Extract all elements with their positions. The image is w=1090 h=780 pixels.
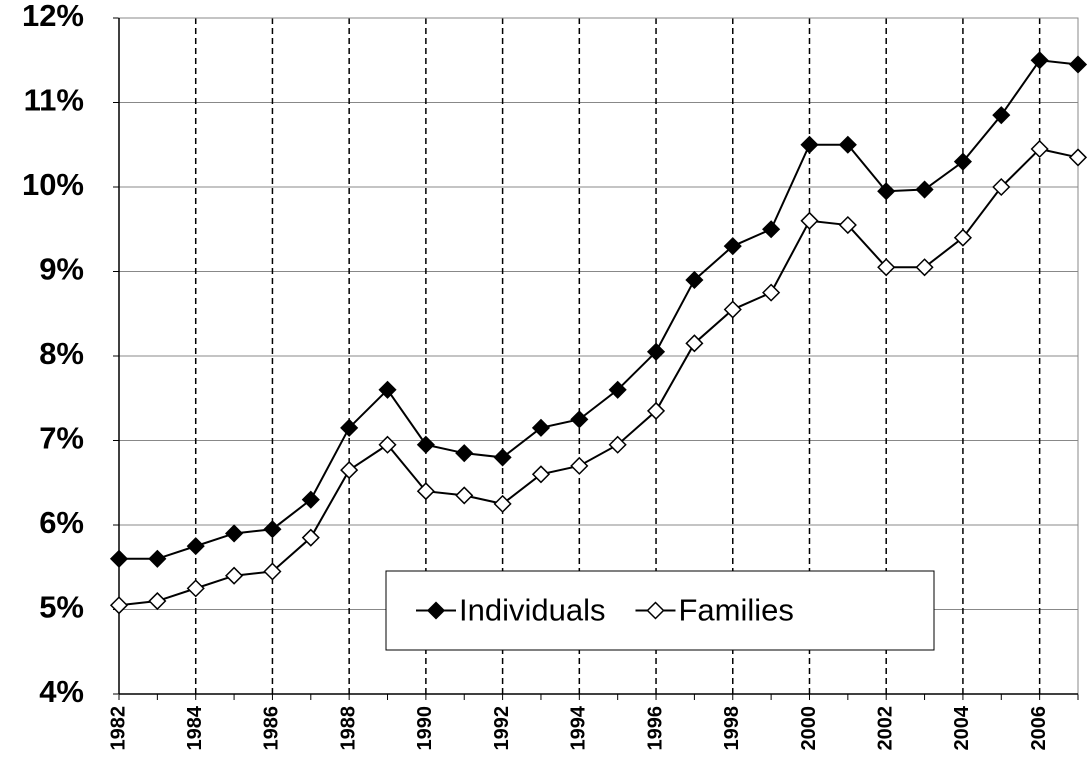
data-point <box>263 562 282 581</box>
legend-label: Individuals <box>459 593 605 628</box>
y-tick-label: 12% <box>22 0 84 33</box>
x-tick-label: 1998 <box>721 706 743 751</box>
legend-marker <box>426 601 446 620</box>
data-point <box>1068 148 1088 167</box>
x-tick-label: 2004 <box>951 705 973 750</box>
data-point <box>646 401 666 420</box>
data-point <box>570 410 589 429</box>
x-tick-label: 1988 <box>337 706 359 751</box>
data-point <box>877 182 896 201</box>
data-point <box>800 135 819 154</box>
data-point <box>838 135 857 154</box>
x-tick-label: 1992 <box>491 706 513 751</box>
x-tick-label: 2006 <box>1028 706 1050 751</box>
data-point <box>186 537 205 556</box>
legend-label: Families <box>678 593 793 628</box>
data-point <box>109 596 129 615</box>
data-point <box>1030 139 1049 159</box>
data-point <box>608 435 627 454</box>
data-point <box>915 180 934 199</box>
data-point <box>646 342 666 361</box>
data-point <box>493 448 512 467</box>
x-tick-label: 1994 <box>568 705 590 750</box>
data-point <box>416 482 435 501</box>
y-tick-label: 4% <box>39 674 84 709</box>
data-point <box>800 211 819 230</box>
data-point <box>877 258 896 277</box>
x-tick-label: 2000 <box>798 706 820 751</box>
data-point <box>531 418 551 437</box>
x-tick-label: 1982 <box>107 706 129 751</box>
x-tick-label: 2002 <box>874 706 896 751</box>
data-point <box>953 228 972 247</box>
y-tick-label: 11% <box>24 83 84 118</box>
data-point <box>186 579 205 598</box>
data-point <box>340 418 359 437</box>
data-point <box>762 283 781 302</box>
data-point <box>378 435 397 454</box>
data-point <box>109 549 129 568</box>
data-point <box>915 258 934 277</box>
data-point <box>992 177 1011 197</box>
data-point <box>340 461 359 480</box>
data-point <box>455 444 474 463</box>
data-point <box>992 106 1011 125</box>
data-point <box>531 465 551 484</box>
data-point <box>148 591 167 611</box>
data-point <box>455 486 474 505</box>
data-point <box>148 549 167 568</box>
y-tick-label: 9% <box>39 252 84 287</box>
legend: Individuals Families <box>385 570 935 651</box>
y-tick-label: 8% <box>39 336 84 371</box>
x-tick-label: 1984 <box>184 705 206 750</box>
data-point <box>225 524 244 543</box>
data-point <box>493 494 512 513</box>
data-point <box>762 220 781 239</box>
data-point <box>416 435 435 454</box>
data-point <box>723 300 742 319</box>
data-point <box>838 215 857 235</box>
data-point <box>608 380 627 399</box>
x-tick-label: 1996 <box>644 706 666 751</box>
data-point <box>1030 51 1049 70</box>
data-point <box>685 270 704 290</box>
data-point <box>1068 55 1088 74</box>
y-tick-label: 5% <box>39 590 84 625</box>
data-point <box>301 528 320 547</box>
data-point <box>685 334 704 353</box>
data-point <box>378 380 397 399</box>
x-tick-label: 1990 <box>414 706 436 751</box>
data-point <box>953 152 972 171</box>
data-point <box>301 490 320 509</box>
data-point <box>225 566 244 585</box>
y-tick-label: 7% <box>39 421 84 456</box>
legend-marker <box>646 601 665 620</box>
y-tick-label: 6% <box>39 505 84 540</box>
x-tick-label: 1986 <box>261 706 283 751</box>
data-point <box>570 456 589 475</box>
data-point <box>263 520 282 539</box>
y-tick-label: 10% <box>22 167 84 202</box>
data-point <box>723 237 742 256</box>
